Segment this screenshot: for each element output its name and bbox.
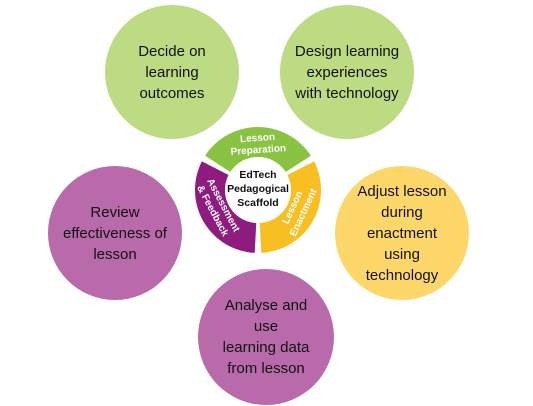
bubble-adjust-lesson: Adjust lesson during enactment using tec…: [335, 166, 469, 300]
bubble-design-experiences: Design learning experiences with technol…: [280, 5, 414, 139]
segment-lesson-preparation: [205, 127, 311, 173]
segment-assessment-feedback: [194, 161, 257, 253]
bubble-decide-outcomes: Decide on learning outcomes: [105, 5, 239, 139]
wheel-center: [225, 157, 291, 223]
bubble-review-effectiveness: Review effectiveness of lesson: [48, 166, 182, 300]
center-line-1: EdTech: [239, 169, 276, 181]
preparation-label-1: Lesson: [240, 132, 276, 145]
preparation-label-2: Preparation: [230, 143, 286, 158]
bubble-analyse-data: Analyse and use learning data from lesso…: [198, 269, 334, 405]
segment-lesson-enactment: [259, 161, 321, 253]
center-line-3: Scaffold: [237, 197, 278, 209]
center-line-2: Pedagogical: [227, 183, 289, 195]
